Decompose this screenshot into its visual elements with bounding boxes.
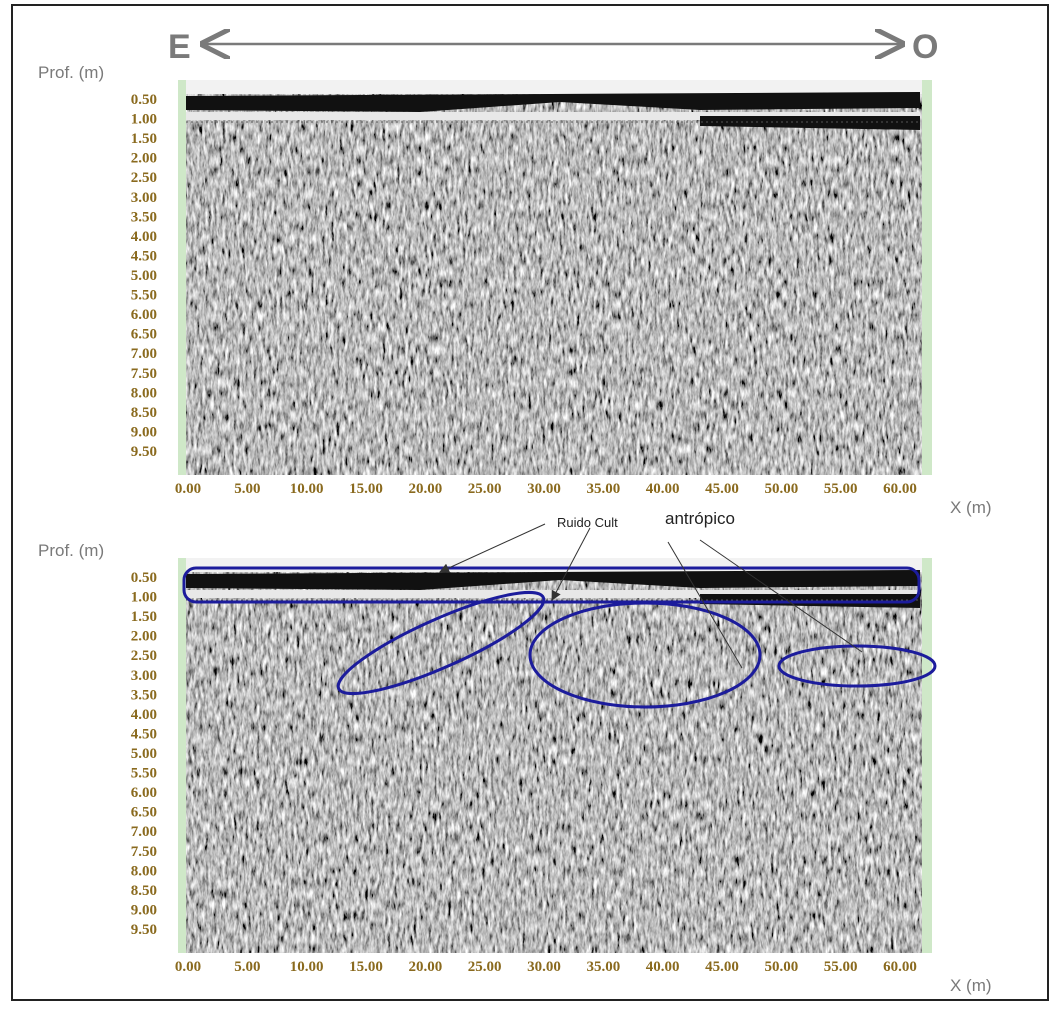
y-tick-label: 2.50 [131, 170, 157, 186]
y-tick-label: 0.50 [131, 570, 157, 586]
direction-east: E [168, 28, 191, 66]
y-tick-label: 0.50 [131, 92, 157, 108]
highlight [336, 590, 546, 696]
highlight [182, 566, 921, 604]
x-tick-label: 60.00 [883, 481, 917, 497]
x-tick-label: 25.00 [468, 481, 502, 497]
x-tick-label: 30.00 [527, 959, 561, 975]
x-tick-label: 35.00 [586, 481, 620, 497]
x-tick-label: 55.00 [824, 481, 858, 497]
y-tick-label: 3.00 [131, 190, 157, 206]
edge-strip [922, 558, 932, 953]
surface-band [700, 116, 920, 130]
radargram-panel: Prof. (m) X (m) 0.50 1.00 1.50 2.00 2.50 3.00 3.… [38, 541, 992, 995]
y-tick-label: 6.00 [131, 785, 157, 801]
y-tick-label: 6.00 [131, 307, 157, 323]
x-tick-label: 25.00 [468, 959, 502, 975]
x-tick-label: 0.00 [175, 481, 201, 497]
y-tick-label: 5.00 [131, 746, 157, 762]
y-tick-label: 7.50 [131, 366, 157, 382]
y-tick-label: 8.50 [131, 883, 157, 899]
surface-band [186, 80, 922, 94]
y-tick-label: 4.50 [131, 726, 157, 742]
annotation-text2: antrópico [665, 509, 735, 528]
edge-strip [178, 80, 186, 475]
y-tick-label: 1.50 [131, 609, 157, 625]
x-tick-label: 20.00 [408, 481, 442, 497]
y-tick-label: 9.00 [131, 424, 157, 440]
x-tick-label: 15.00 [349, 959, 383, 975]
y-tick-label: 7.50 [131, 844, 157, 860]
y-tick-label: 9.50 [131, 444, 157, 460]
x-tick-label: 10.00 [290, 481, 324, 497]
x-tick-label: 5.00 [234, 959, 260, 975]
surface-band [186, 112, 920, 120]
x-tick-label: 10.00 [290, 959, 324, 975]
y-tick-label: 7.00 [131, 346, 157, 362]
arrow [699, 539, 863, 653]
label-box [650, 500, 800, 540]
y-tick-label: 4.50 [131, 248, 157, 264]
arrow [667, 541, 743, 669]
x-tick-label: 50.00 [764, 481, 798, 497]
x-tick-label: 40.00 [646, 481, 680, 497]
y-tick-label: 8.00 [131, 863, 157, 879]
y-tick-label: 2.50 [131, 648, 157, 664]
y-tick-label: 2.00 [131, 151, 157, 167]
x-tick-label: 15.00 [349, 481, 383, 497]
y-tick-label: 4.00 [131, 707, 157, 723]
x-tick-label: 50.00 [764, 959, 798, 975]
y-tick-label: 9.00 [131, 902, 157, 918]
y-tick-label: 5.00 [131, 268, 157, 284]
radargram [178, 80, 932, 475]
radargram [178, 558, 932, 953]
x-tick-label: 60.00 [883, 959, 917, 975]
x-tick-label: 5.00 [234, 481, 260, 497]
x-axis-label: X (m) [950, 976, 992, 995]
y-tick-label: 5.50 [131, 288, 157, 304]
y-tick-label: 1.00 [131, 112, 157, 128]
x-tick-label: 35.00 [586, 959, 620, 975]
y-tick-label: 7.00 [131, 824, 157, 840]
y-tick-label: 3.50 [131, 687, 157, 703]
highlight [777, 644, 937, 688]
radargram-panel: Prof. (m) X (m) 0.50 1.00 1.50 2.00 2.50 3.00 3.… [38, 63, 992, 517]
x-tick-label: 55.00 [824, 959, 858, 975]
x-tick-label: 20.00 [408, 959, 442, 975]
x-tick-label: 0.00 [175, 959, 201, 975]
edge-strip [922, 80, 932, 475]
y-axis-label: Prof. (m) [38, 63, 104, 82]
y-tick-label: 6.50 [131, 805, 157, 821]
arrow [551, 527, 591, 601]
annotation: Ruido Cult antrópico [439, 500, 863, 669]
highlight [528, 601, 762, 709]
arrow [439, 523, 546, 573]
surface-band [186, 92, 920, 112]
x-tick-label: 30.00 [527, 481, 561, 497]
surface-band [186, 570, 920, 590]
x-tick-label: 45.00 [705, 481, 739, 497]
y-tick-label: 1.00 [131, 590, 157, 606]
y-tick-label: 3.50 [131, 209, 157, 225]
y-tick-label: 8.50 [131, 405, 157, 421]
y-tick-label: 3.00 [131, 668, 157, 684]
x-tick-label: 40.00 [646, 959, 680, 975]
annotation-text: Ruido Cult [557, 515, 618, 530]
y-tick-label: 8.00 [131, 385, 157, 401]
surface-band [186, 558, 922, 572]
direction-west: O [912, 28, 938, 66]
edge-strip [178, 558, 186, 953]
y-tick-label: 4.00 [131, 229, 157, 245]
highlights [182, 566, 937, 709]
x-axis-label: X (m) [950, 498, 992, 517]
x-tick-label: 45.00 [705, 959, 739, 975]
y-tick-label: 9.50 [131, 922, 157, 938]
y-tick-label: 5.50 [131, 766, 157, 782]
y-axis-label: Prof. (m) [38, 541, 104, 560]
y-tick-label: 2.00 [131, 629, 157, 645]
y-tick-label: 1.50 [131, 131, 157, 147]
y-tick-label: 6.50 [131, 327, 157, 343]
